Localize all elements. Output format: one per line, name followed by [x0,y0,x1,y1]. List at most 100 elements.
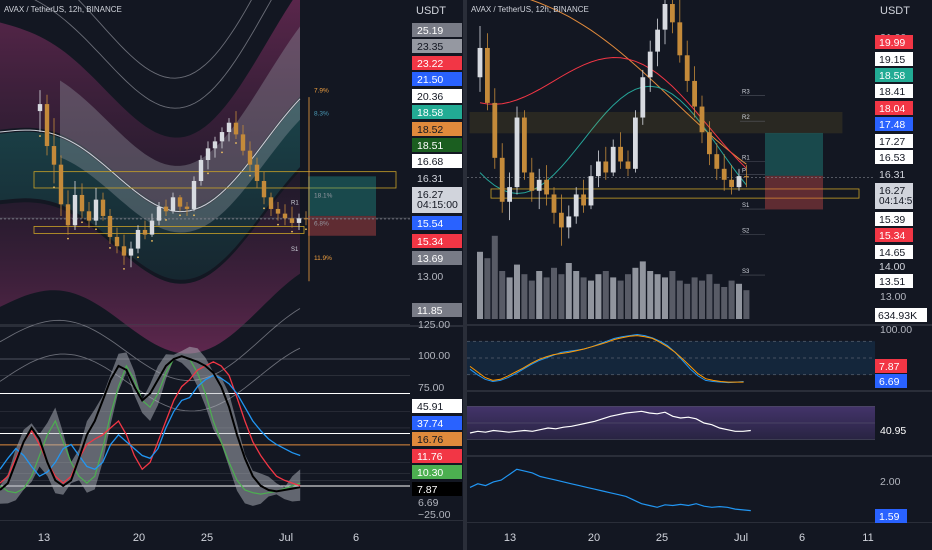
volume-bar [699,280,705,319]
volume-bar [499,271,506,319]
volume-bar [565,263,572,319]
candle-body [296,218,302,223]
signal-dot [207,172,209,175]
candle-body [114,236,120,247]
long-stop-box [308,215,376,236]
volume-bar [691,277,698,319]
candle-body [149,220,155,235]
signal-dot [277,223,279,226]
price-axis-label-bg [412,72,462,86]
price-axis-label: 13.69 [417,253,443,265]
volume-bar [521,274,528,319]
price-axis-label: 18.04 [879,103,905,115]
long-target-box [308,176,376,216]
candle-body [268,197,274,209]
osc-axis-tick: 125.00 [418,319,450,331]
pivot-label-right: R3 [742,90,750,96]
price-axis-label: 18.52 [417,124,443,136]
candle-body [107,215,113,237]
candle-body [72,194,78,226]
time-axis-tick: 13 [504,532,516,544]
candle-body [559,212,564,228]
price-axis-label-bg [412,138,462,152]
macd-axis-tick: 2.00 [880,476,901,488]
price-axis-label: 18.41 [879,86,905,98]
volume-bar [713,283,720,319]
osc-label-bg [412,482,462,496]
time-axis-tick: 6 [353,532,359,544]
volume-bar [551,267,557,319]
candle-body [736,176,742,188]
candle-body [670,4,675,23]
price-axis-label: 17.48 [879,119,905,131]
price-axis-label-bg [875,228,913,242]
right-chart-title: AVAX / TetherUS, 12h, BINANCE [471,5,589,14]
price-axis-label: 19.15 [879,54,905,66]
osc-label-bg [412,449,462,463]
osc-label-bg [412,432,462,446]
price-axis-label: 18.51 [417,140,443,152]
candle-body [177,197,183,207]
signal-dot [165,219,167,221]
price-axis-label: 25.19 [417,25,443,37]
signal-dot [39,135,41,137]
price-axis-label: 16.31 [417,173,443,185]
middle-band-fill [0,100,300,280]
price-axis-label: 16.53 [879,152,905,164]
percent-label: 11.9% [314,255,332,262]
osc-axis-tick: 6.69 [418,497,439,509]
volume-bar [632,267,639,319]
pivot-label-right: S2 [742,229,750,235]
volume-bar [736,283,742,319]
volume-bar [595,274,602,319]
volume-bar [706,274,713,319]
candle-body [544,179,549,195]
candle-body [625,161,631,169]
signal-dot [137,256,139,259]
support-zone-right [490,188,860,199]
volume-bar [676,280,683,319]
price-axis-label: 23.22 [417,58,443,70]
osc-axis-tick: 75.00 [418,382,444,394]
candle-body [529,172,535,191]
osc-label: 16.76 [417,434,443,446]
price-axis-label: 15.34 [417,236,443,248]
volume-bar [573,271,580,319]
price-axis-label-bg [875,117,913,131]
price-axis-label: 11.85 [417,305,443,317]
pivot-label: S1 [291,247,299,253]
candle-body [212,141,218,149]
candle-body [261,180,267,198]
price-axis-label-bg [875,52,913,66]
candle-body [79,194,85,212]
volume-label: 634.93K [878,310,917,322]
pivot-label-right: R2 [742,115,750,121]
candle-body [573,194,579,217]
center-divider [463,0,467,550]
price-axis-label-bg [412,216,462,230]
volume-bar [669,271,676,319]
price-axis-label: 15.54 [417,218,443,230]
volume-bar [647,271,654,319]
candle-body [142,229,148,235]
volume-bar [477,251,483,319]
price-axis-label: 16.68 [417,156,443,168]
percent-label: 8.3% [314,111,329,118]
volume-bar [728,280,735,319]
volume-bar [743,290,750,319]
candle-body [121,246,127,256]
price-axis-label-bg [875,274,913,288]
volume-bar [484,258,491,319]
candle-body [588,176,594,206]
candle-body [603,161,609,173]
macd-label: 1.59 [879,511,900,523]
candle-body [233,122,239,135]
price-axis-label: 17.27 [879,136,905,148]
osc-label-bg [412,399,462,413]
osc-label-bg [412,416,462,430]
price-axis-label-bg [875,259,913,273]
signal-dot [193,214,195,217]
candle-body [275,208,281,214]
candle-body [226,122,232,133]
time-axis-tick: 11 [862,532,873,544]
